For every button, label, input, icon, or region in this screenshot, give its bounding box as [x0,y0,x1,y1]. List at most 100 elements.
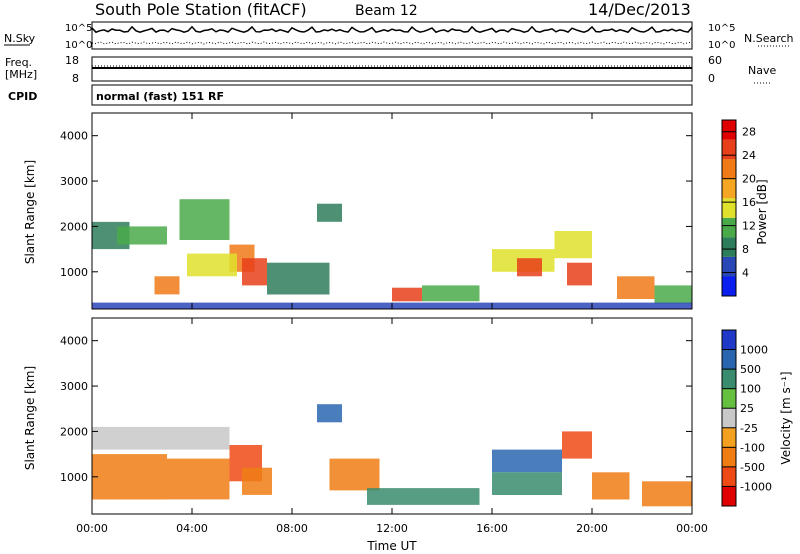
y-tick-label: 4000 [60,335,88,348]
data-region [242,258,267,286]
cpid-frame [91,84,693,106]
power-colorbar-label: Power [dB] [755,179,769,244]
colorbar-segment [722,349,736,370]
freq-strip: Freq. [MHz] 18 8 60 0 Nave [5,54,776,85]
colorbar-tick-label: 16 [742,196,756,209]
y-tick-label: 2000 [60,220,88,233]
colorbar-segment [722,427,736,448]
noise-tick-bottom-left: 10^0 [65,40,92,51]
colorbar-frame [721,119,737,297]
velocity-regions [92,404,692,507]
velocity-colorbar: 1000 500 100 25 -25 -100 -500 -1000 [721,329,772,507]
colorbar-tick-label: 100 [740,383,761,396]
x-tick-label: 20:00 [576,522,608,535]
data-region [167,458,230,500]
colorbar-tick-label: -500 [740,461,765,474]
data-region [562,431,592,459]
data-region [592,472,630,500]
velocity-ylabel: Slant Range [km] [23,366,37,470]
colorbar-segment [722,466,736,487]
data-region [154,276,180,295]
velocity-panel: 1000 2000 3000 4000 00:00 04:00 08:00 12:00 16:… [23,317,793,553]
noise-frame [91,21,693,50]
power-xticks [91,113,693,309]
data-region [329,458,380,491]
colorbar-segment [722,447,736,467]
noise-tick-top-right: 10^5 [708,23,735,34]
noise-strip: N.Sky N.Search 10^5 10^0 10^5 10^0 [4,21,794,51]
data-region [567,262,592,286]
date-label: 14/Dec/2013 [588,0,691,19]
time-axis-label: Time UT [366,539,417,553]
data-region [92,426,230,450]
colorbar-segment [722,369,736,389]
data-region [179,199,230,240]
data-region [517,258,542,277]
y-tick-label: 4000 [60,130,88,143]
noise-sky-line [91,25,693,34]
nsearch-label: N.Search [744,32,794,45]
colorbar-tick-label: 20 [742,173,756,186]
cpid-label: CPID [8,90,37,103]
data-region [654,285,692,304]
colorbar-tick-label: 12 [742,220,756,233]
x-tick-label: 00:00 [76,522,108,535]
colorbar-tick-label: -25 [740,422,758,435]
data-region [642,481,692,507]
colorbar-frame [721,329,737,507]
colorbar-segment [722,178,736,199]
power-yticks: 1000 2000 3000 4000 [60,130,692,279]
freq-tick-top: 18 [65,54,79,67]
data-region [492,472,562,495]
power-ylabel: Slant Range [km] [23,160,37,264]
colorbar-tick-label: 28 [742,126,756,139]
power-colorbar: 4 8 12 16 20 24 28 [721,119,756,297]
x-tick-label: 00:00 [676,522,708,535]
colorbar-tick-label: 25 [740,402,754,415]
velocity-yticks: 1000 2000 3000 4000 [60,335,692,484]
nave-label: Nave [748,64,776,77]
colorbar-tick-label: -100 [740,441,765,454]
data-region [317,404,342,423]
colorbar-segment [722,159,736,179]
x-tick-label: 16:00 [476,522,508,535]
colorbar-tick-label: 4 [742,267,749,280]
colorbar-segment [722,217,736,238]
x-tick-label: 04:00 [176,522,208,535]
freq-label: Freq. [5,56,32,69]
freq-unit: [MHz] [5,68,37,81]
data-region [117,226,167,245]
colorbar-segment [722,237,736,257]
colorbar-segment [722,388,736,409]
colorbar-tick-label: -1000 [740,480,772,493]
colorbar-segment [722,408,736,428]
x-tick-label: 12:00 [376,522,408,535]
x-tick-label: 08:00 [276,522,308,535]
y-tick-label: 3000 [60,380,88,393]
cpid-strip: CPID normal (fast) 151 RF [8,84,693,106]
power-regions [92,199,692,309]
velocity-xticks: 00:00 04:00 08:00 12:00 16:00 20:00 00:00 [76,318,708,535]
colorbar-segment [722,198,736,218]
colorbar-segment [722,139,736,160]
data-region [267,262,330,295]
data-region [92,454,167,500]
colorbar-tick-label: 1000 [740,344,768,357]
nave-tick-top: 60 [708,54,722,67]
beam-label: Beam 12 [355,3,418,19]
nave-tick-bottom: 0 [708,72,715,85]
y-tick-label: 1000 [60,471,88,484]
colorbar-segment [722,330,736,350]
colorbar-segment [722,256,736,277]
colorbar-tick-label: 8 [742,243,749,256]
data-region [422,285,480,302]
nsky-label: N.Sky [4,32,36,45]
y-tick-label: 3000 [60,175,88,188]
colorbar-segment [722,276,736,296]
data-region [187,253,237,277]
y-tick-label: 1000 [60,266,88,279]
noise-tick-bottom-right: 10^0 [708,40,735,51]
data-region [617,276,655,299]
y-tick-label: 2000 [60,425,88,438]
